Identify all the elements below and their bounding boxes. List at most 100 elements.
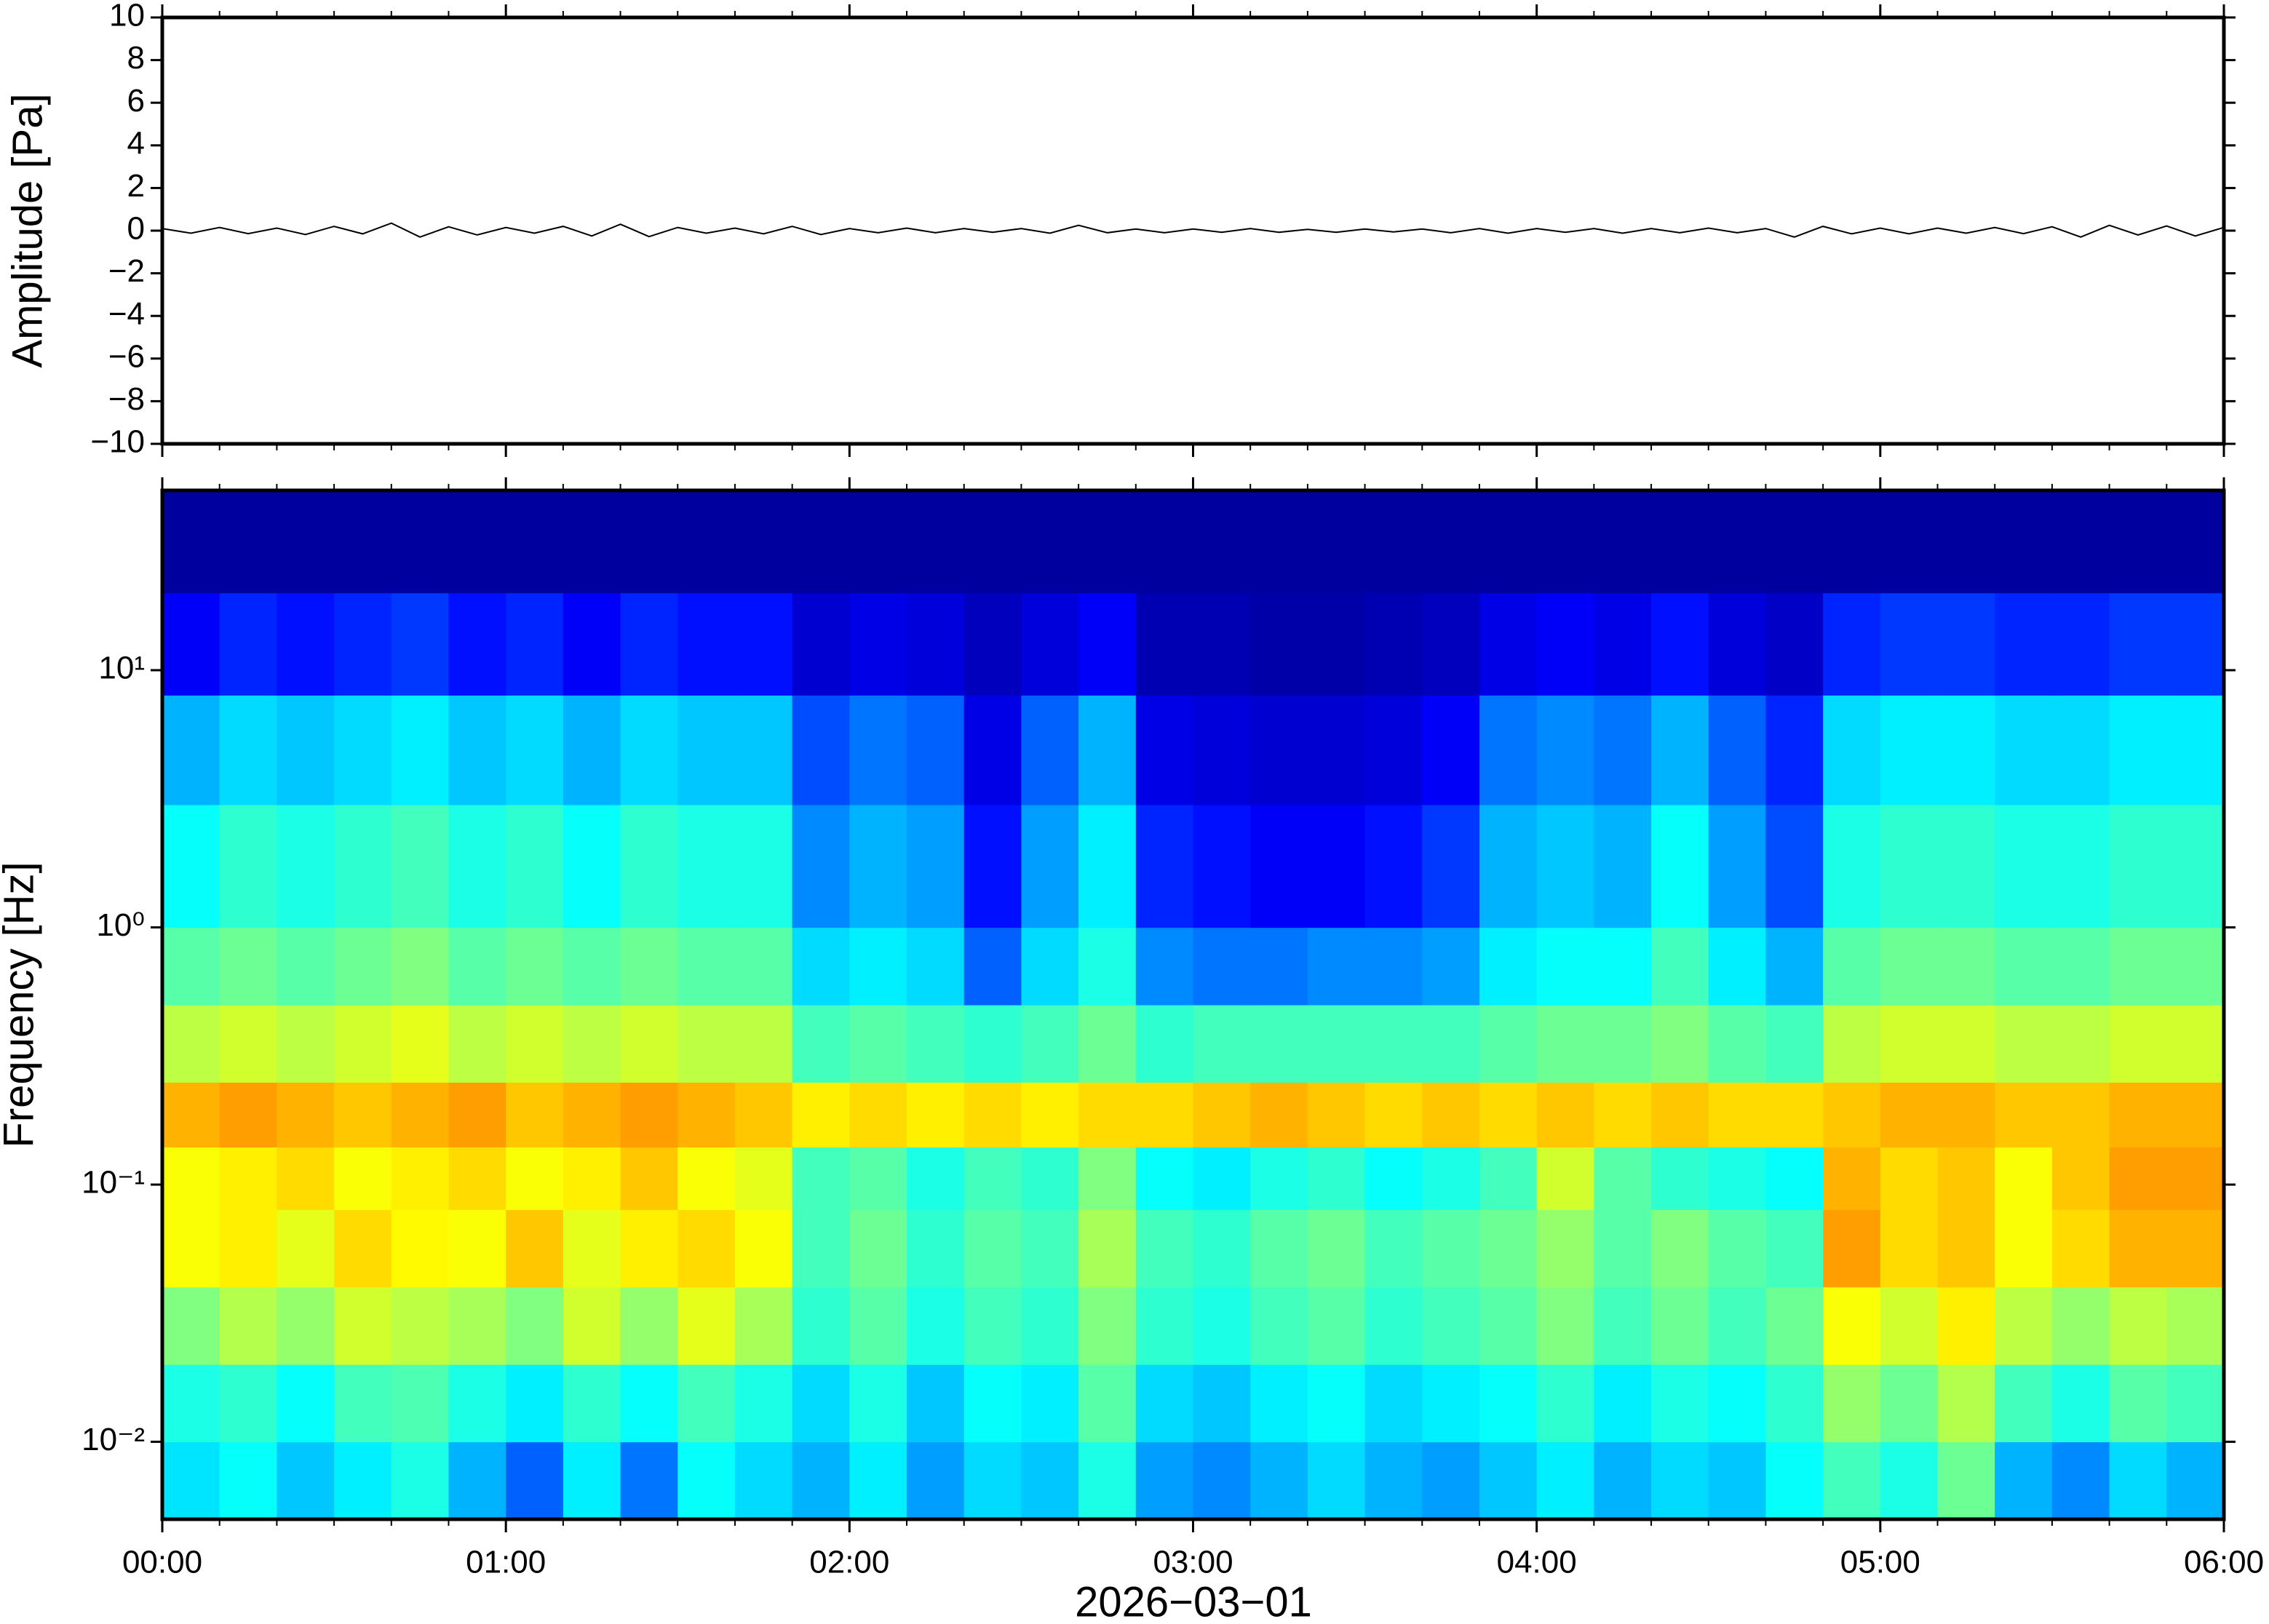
spectrogram-cell [1364, 592, 1423, 696]
spectrogram-cell [1193, 1286, 1251, 1365]
spectrogram-cell [1250, 1082, 1308, 1148]
spectrogram-cell [1307, 1364, 1366, 1443]
spectrogram-cell [620, 927, 678, 1006]
spectrogram-cell [907, 1082, 965, 1148]
spectrogram-cell [1823, 927, 1881, 1006]
spectrogram-cell [1536, 1364, 1594, 1443]
spectrogram-cell [734, 804, 793, 928]
spectrogram-cell [1594, 1147, 1652, 1210]
spectrogram-cell [2051, 1082, 2110, 1148]
spectrogram-cell [2109, 1286, 2167, 1365]
spectrogram-cell [1823, 1364, 1881, 1443]
spectrogram-cell [1880, 1082, 1939, 1148]
spectrogram-cell [2109, 1082, 2167, 1148]
spectrogram-cell [1422, 1364, 1480, 1443]
spectrogram-cell [734, 1364, 793, 1443]
spectrogram-cell [963, 1441, 1022, 1520]
spectrogram-cell [1823, 592, 1881, 696]
spectrogram-cell [1422, 1286, 1480, 1365]
spectrogram-cell [1536, 1441, 1594, 1520]
spectrogram-cell [506, 1082, 564, 1148]
spectrogram-cell [1193, 1082, 1251, 1148]
spectrogram-cell [849, 695, 907, 805]
spectrogram-cell [1708, 804, 1767, 928]
spectrogram-cell [2166, 1209, 2225, 1288]
spectrogram-cell [1995, 1286, 2053, 1365]
spectrogram-cell [849, 804, 907, 928]
spectrogram-cell [162, 490, 220, 594]
spectrogram-cell [162, 804, 220, 928]
spectrogram-cell [1765, 804, 1824, 928]
spectrogram-cell [1364, 1364, 1423, 1443]
plot-frame [160, 15, 2226, 446]
spectrogram-cell [1479, 1441, 1538, 1520]
spectrogram-cell [1193, 592, 1251, 696]
spectrogram-cell [1135, 1147, 1194, 1210]
spectrogram-cell [2109, 592, 2167, 696]
spectrogram-cell [1995, 1147, 2053, 1210]
spectrogram-cell [963, 1147, 1022, 1210]
spectrogram-cell [1708, 1364, 1767, 1443]
spectrogram-cell [1536, 1005, 1594, 1083]
spectrogram-cell [219, 1005, 277, 1083]
spectrogram-cell [1880, 1286, 1939, 1365]
spectrogram-cell [1135, 1441, 1194, 1520]
spectrogram-cell [792, 1286, 850, 1365]
spectrogram-cell [792, 1209, 850, 1288]
spectrogram-cell [1422, 1147, 1480, 1210]
spectrogram-cell [334, 1005, 392, 1083]
spectrogram-cell [1307, 592, 1366, 696]
spectrogram-cell [1880, 1441, 1939, 1520]
spectrogram-cell [334, 1209, 392, 1288]
spectrogram-cell [620, 1082, 678, 1148]
spectrogram-cell [277, 1209, 335, 1288]
spectrogram-cell [1021, 804, 1079, 928]
spectrogram-cell [1765, 490, 1824, 594]
spectrogram-cell [1651, 1147, 1709, 1210]
spectrogram-cell [219, 1147, 277, 1210]
spectrogram-cell [1021, 1005, 1079, 1083]
spectrogram-cell [1651, 490, 1709, 594]
spectrogram-cell [677, 1147, 736, 1210]
spectrogram-cell [734, 1441, 793, 1520]
spectrogram-cell [2109, 1147, 2167, 1210]
spectrogram-cell [1364, 927, 1423, 1006]
spectrogram-cell [1651, 1286, 1709, 1365]
spectrogram-cell [506, 1005, 564, 1083]
y-tick-label: 10⁻² [82, 1422, 145, 1457]
spectrogram-cell [677, 1082, 736, 1148]
spectrogram-cell [219, 695, 277, 805]
spectrogram-cell [792, 695, 850, 805]
spectrogram-cell [2166, 1082, 2225, 1148]
spectrogram-cell [563, 1082, 621, 1148]
spectrogram-cell [1594, 1082, 1652, 1148]
spectrogram-cell [1880, 695, 1939, 805]
y-tick-label: 8 [127, 40, 145, 76]
spectrogram-cell [506, 1147, 564, 1210]
spectrogram-cell [1880, 1364, 1939, 1443]
spectrogram-cell [849, 1005, 907, 1083]
spectrogram-cell [391, 490, 450, 594]
spectrogram-cell [334, 1082, 392, 1148]
spectrogram-cell [1135, 804, 1194, 928]
spectrogram-cell [1479, 592, 1538, 696]
spectrogram-cell [1708, 1082, 1767, 1148]
spectrogram-cell [620, 1441, 678, 1520]
spectrogram-cell [1651, 1005, 1709, 1083]
spectrogram-cell [334, 1286, 392, 1365]
spectrogram-cell [677, 1005, 736, 1083]
spectrogram-cell [1536, 927, 1594, 1006]
spectrogram-cell [907, 695, 965, 805]
spectrogram-cell [2109, 1209, 2167, 1288]
spectrogram-cell [506, 927, 564, 1006]
spectrogram-cell [277, 592, 335, 696]
spectrogram-cell [1995, 1209, 2053, 1288]
spectrogram-cell [1995, 927, 2053, 1006]
y-tick-label: 10¹ [98, 650, 145, 686]
spectrogram-cell [391, 927, 450, 1006]
spectrogram-cell [2166, 592, 2225, 696]
spectrogram-cell [162, 1364, 220, 1443]
spectrogram-cell [849, 927, 907, 1006]
spectrogram-cell [1250, 927, 1308, 1006]
spectrogram-cell [2166, 804, 2225, 928]
